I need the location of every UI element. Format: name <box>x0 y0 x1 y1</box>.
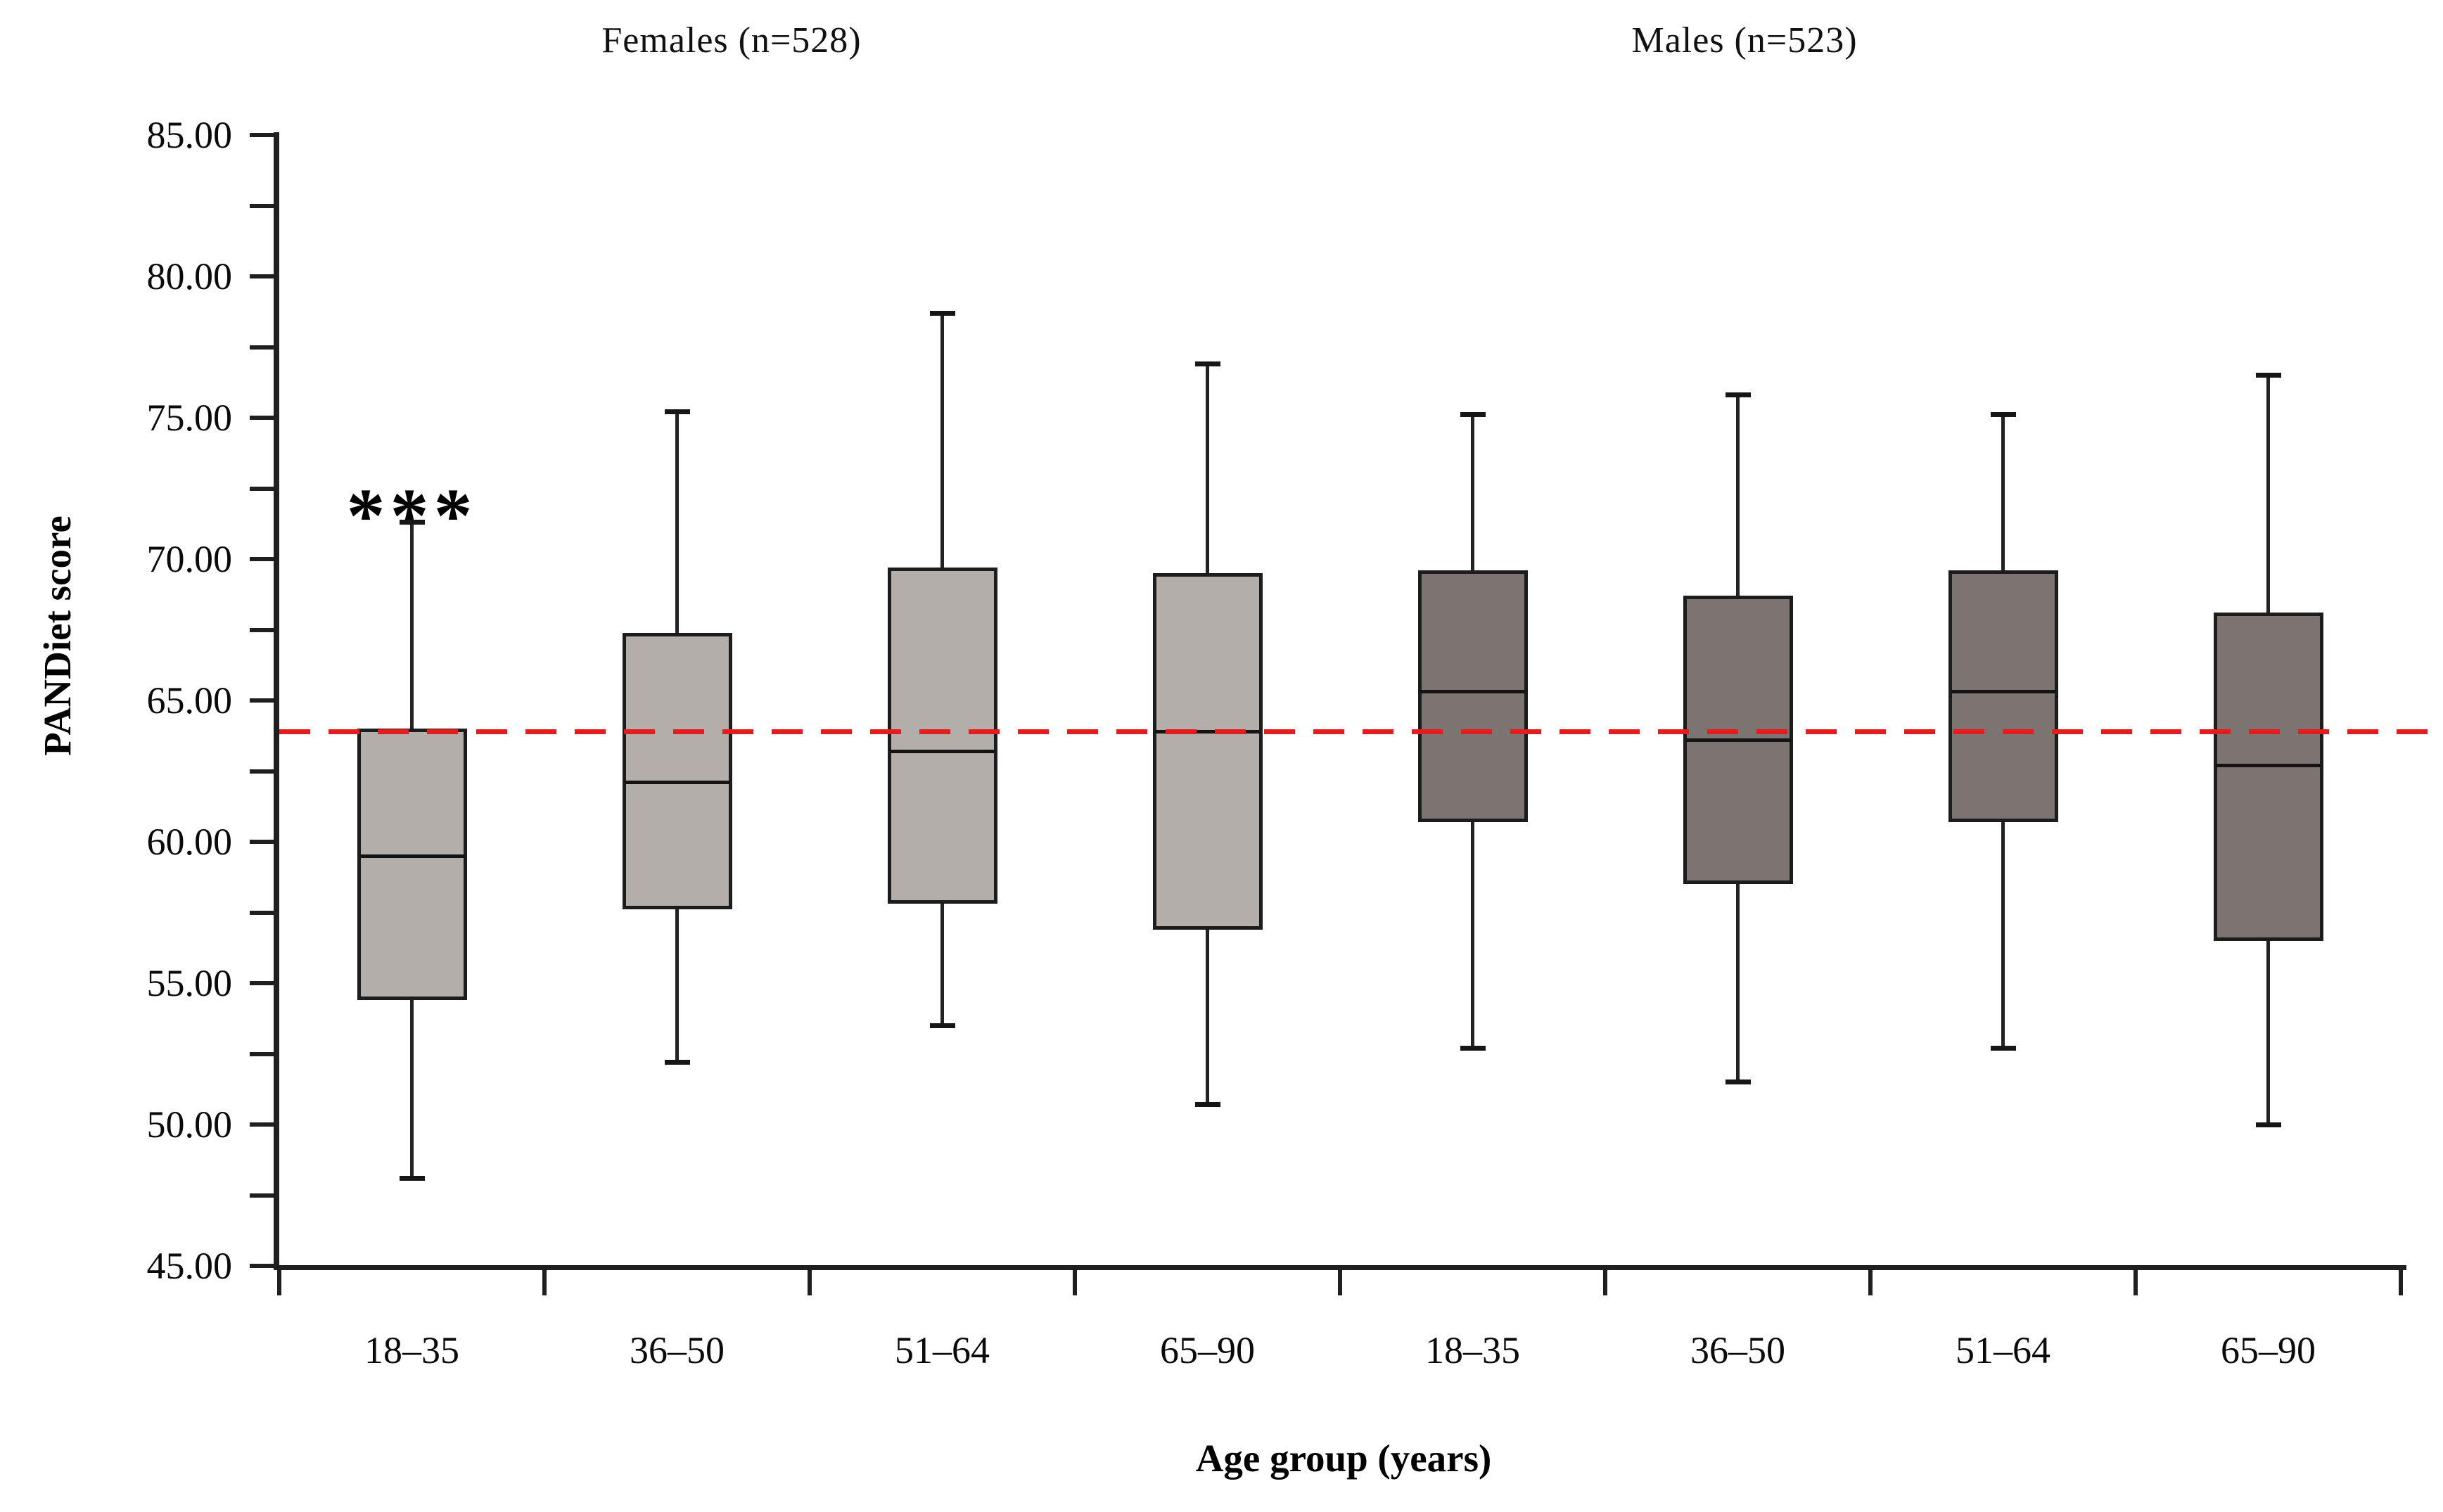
whisker-cap-top-males-18-35 <box>1460 412 1486 418</box>
whisker-cap-bottom-females-51-64 <box>929 1023 955 1028</box>
whisker-cap-bottom-females-18-35 <box>399 1175 425 1181</box>
y-minor-tick-47.5 <box>250 1193 274 1198</box>
y-axis-title: PANDiet score <box>36 515 79 756</box>
x-tick-6 <box>1868 1266 1873 1295</box>
whisker-cap-bottom-males-18-35 <box>1460 1045 1486 1051</box>
x-tick-label-6: 51–64 <box>1956 1329 2050 1371</box>
group-title-females: Females (n=528) <box>601 20 862 60</box>
box-males-51-64 <box>1948 570 2058 822</box>
median-females-36-50 <box>624 781 730 785</box>
whisker-cap-top-males-36-50 <box>1725 392 1751 398</box>
whisker-lower-males-65-90 <box>2266 940 2270 1125</box>
median-males-51-64 <box>1950 690 2056 694</box>
y-tick-75.00 <box>250 416 274 420</box>
x-tick-label-5: 36–50 <box>1690 1329 1785 1371</box>
whisker-cap-top-females-65-90 <box>1194 361 1220 367</box>
box-males-18-35 <box>1417 570 1528 822</box>
y-minor-tick-82.5 <box>250 203 274 208</box>
x-tick-label-7: 65–90 <box>2221 1329 2316 1371</box>
y-tick-label-50.00: 50.00 <box>146 1103 233 1146</box>
x-tick-1 <box>542 1266 547 1295</box>
x-tick-2 <box>808 1266 812 1295</box>
x-tick-label-0: 18–35 <box>364 1329 459 1371</box>
x-tick-0 <box>277 1266 281 1295</box>
whisker-cap-top-females-36-50 <box>664 409 690 415</box>
y-tick-70.00 <box>250 557 274 561</box>
whisker-cap-top-males-65-90 <box>2255 373 2281 378</box>
whisker-cap-bottom-males-36-50 <box>1725 1079 1751 1085</box>
x-tick-3 <box>1073 1266 1077 1295</box>
whisker-cap-top-males-51-64 <box>1990 412 2016 418</box>
y-minor-tick-57.5 <box>250 910 274 915</box>
x-axis-title: Age group (years) <box>1195 1437 1492 1480</box>
y-minor-tick-77.5 <box>250 345 274 350</box>
x-tick-7 <box>2133 1266 2138 1295</box>
y-minor-tick-62.5 <box>250 769 274 774</box>
whisker-cap-bottom-males-51-64 <box>1990 1045 2016 1051</box>
whisker-cap-top-females-18-35 <box>399 520 425 525</box>
whisker-lower-males-51-64 <box>2001 821 2005 1049</box>
group-title-males: Males (n=523) <box>1631 20 1858 60</box>
whisker-lower-males-36-50 <box>1736 884 1740 1082</box>
median-females-51-64 <box>889 749 995 753</box>
y-tick-65.00 <box>250 698 274 703</box>
whisker-cap-top-females-51-64 <box>929 310 955 316</box>
significance-annotation-0: *** <box>346 473 478 559</box>
x-tick-4 <box>1338 1266 1342 1295</box>
y-tick-label-85.00: 85.00 <box>146 114 233 156</box>
whisker-upper-males-36-50 <box>1736 395 1740 596</box>
box-females-36-50 <box>622 632 732 910</box>
whisker-upper-females-51-64 <box>940 313 944 568</box>
whisker-upper-females-18-35 <box>410 522 414 729</box>
reference-line <box>279 729 2434 734</box>
whisker-upper-males-18-35 <box>1471 414 1474 571</box>
whisker-lower-females-18-35 <box>410 1000 414 1179</box>
median-females-18-35 <box>359 854 465 858</box>
box-females-51-64 <box>887 568 997 904</box>
whisker-cap-bottom-females-65-90 <box>1194 1102 1220 1108</box>
y-minor-tick-67.5 <box>250 627 274 632</box>
whisker-upper-females-36-50 <box>675 411 679 633</box>
y-tick-55.00 <box>250 981 274 985</box>
x-tick-label-2: 51–64 <box>895 1329 990 1371</box>
y-tick-label-70.00: 70.00 <box>146 538 233 580</box>
whisker-upper-females-65-90 <box>1206 364 1209 574</box>
y-tick-label-45.00: 45.00 <box>146 1245 233 1287</box>
median-males-65-90 <box>2215 763 2321 767</box>
y-tick-80.00 <box>250 274 274 278</box>
whisker-lower-females-36-50 <box>675 909 679 1063</box>
y-tick-label-80.00: 80.00 <box>146 255 233 297</box>
box-females-65-90 <box>1152 573 1263 930</box>
y-tick-label-55.00: 55.00 <box>146 962 233 1004</box>
x-tick-label-3: 65–90 <box>1160 1329 1255 1371</box>
y-tick-60.00 <box>250 840 274 844</box>
y-tick-label-60.00: 60.00 <box>146 821 233 863</box>
x-tick-label-4: 18–35 <box>1425 1329 1520 1371</box>
y-tick-50.00 <box>250 1122 274 1127</box>
median-males-18-35 <box>1420 690 1526 694</box>
whisker-lower-females-51-64 <box>940 904 944 1026</box>
box-females-18-35 <box>357 729 467 1001</box>
x-tick-label-1: 36–50 <box>630 1329 725 1371</box>
y-tick-label-75.00: 75.00 <box>146 397 233 439</box>
whisker-cap-bottom-males-65-90 <box>2255 1122 2281 1127</box>
box-males-65-90 <box>2213 613 2323 941</box>
x-tick-5 <box>1603 1266 1607 1295</box>
whisker-cap-bottom-females-36-50 <box>664 1060 690 1065</box>
whisker-lower-males-18-35 <box>1471 821 1474 1049</box>
whisker-upper-males-51-64 <box>2001 414 2005 571</box>
y-tick-45.00 <box>250 1264 274 1268</box>
y-tick-85.00 <box>250 133 274 137</box>
median-males-36-50 <box>1685 738 1791 742</box>
whisker-lower-females-65-90 <box>1206 929 1209 1105</box>
y-minor-tick-52.5 <box>250 1051 274 1056</box>
whisker-upper-males-65-90 <box>2266 375 2270 613</box>
y-tick-label-65.00: 65.00 <box>146 679 233 722</box>
y-minor-tick-72.5 <box>250 486 274 491</box>
y-axis-line <box>274 132 279 1269</box>
x-tick-8 <box>2399 1266 2403 1295</box>
